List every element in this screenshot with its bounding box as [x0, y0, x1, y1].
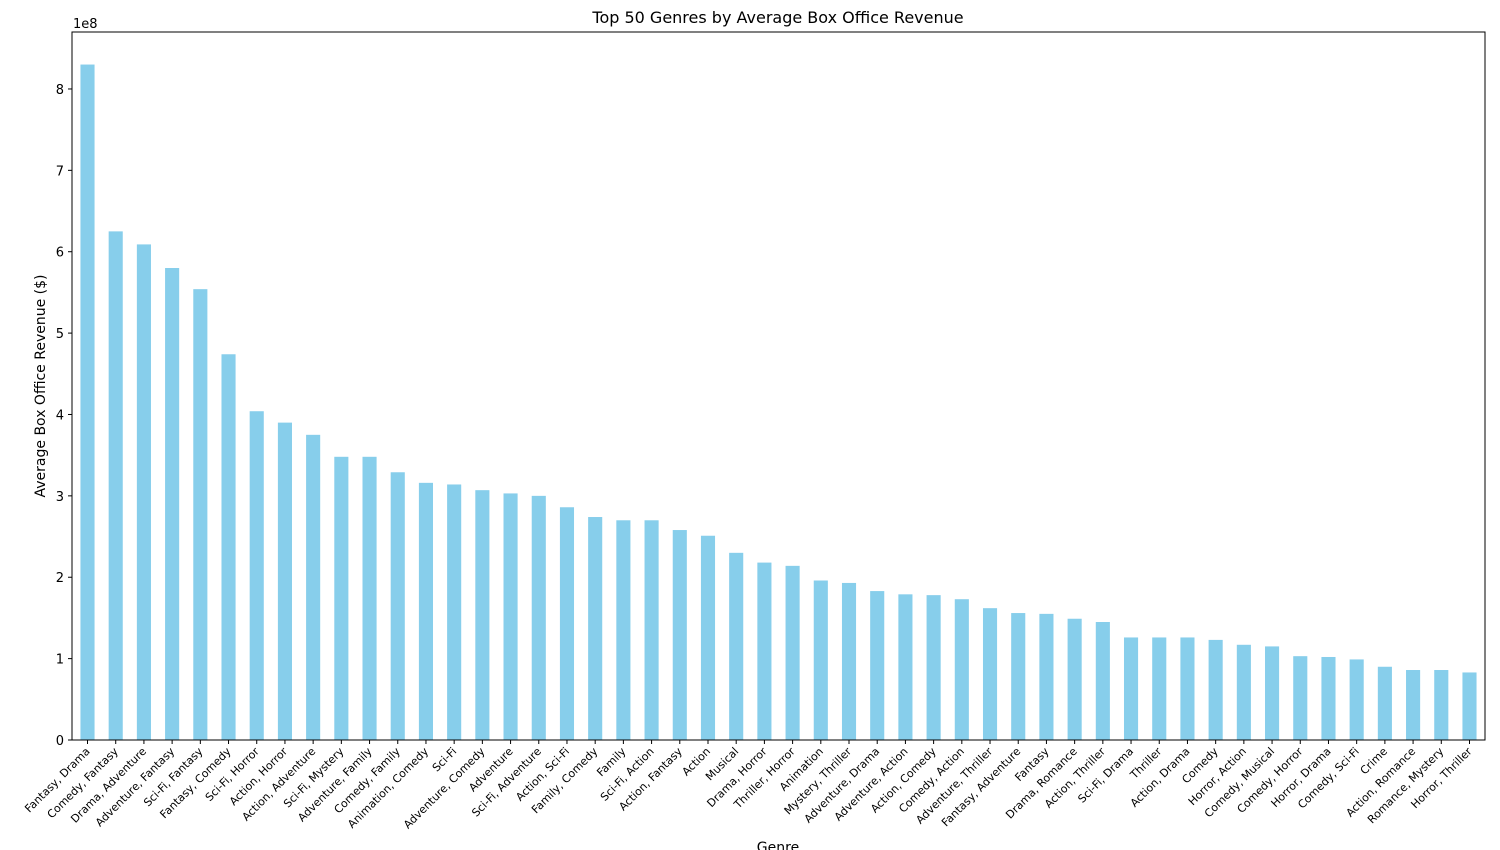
bar	[559, 507, 575, 740]
y-tick-label: 8	[56, 83, 64, 98]
y-ticks-group: 0 1 2 3 4 5 6 7 8	[56, 83, 72, 749]
bar	[1349, 659, 1364, 740]
bar	[193, 289, 208, 740]
bar	[1406, 670, 1421, 740]
bar	[954, 599, 969, 740]
y-tick-label: 7	[56, 164, 64, 179]
bar	[1236, 644, 1251, 740]
y-scale-label: 1e8	[73, 17, 98, 32]
y-tick-label: 3	[56, 490, 64, 505]
bar	[1293, 656, 1308, 740]
bar	[898, 594, 913, 740]
bar	[80, 64, 95, 741]
bar	[1321, 656, 1336, 740]
bar	[165, 268, 180, 740]
bar	[644, 520, 659, 740]
bar	[1434, 670, 1449, 740]
bar	[616, 520, 631, 740]
bar	[108, 231, 123, 740]
bar	[841, 582, 857, 740]
bar	[982, 608, 998, 740]
bars-group	[80, 64, 1477, 741]
bar	[757, 562, 772, 740]
y-tick-label: 5	[56, 327, 64, 342]
y-tick-label: 4	[56, 408, 64, 423]
bar	[1377, 666, 1392, 740]
bar	[1039, 613, 1054, 740]
bar	[1208, 639, 1223, 740]
chart-title: Top 50 Genres by Average Box Office Reve…	[591, 8, 963, 27]
bar	[221, 354, 236, 740]
y-tick-label: 1	[56, 653, 64, 668]
y-tick-label: 6	[56, 246, 64, 261]
bar	[1152, 637, 1167, 740]
bar	[1265, 646, 1280, 740]
bar	[785, 565, 800, 740]
bar	[390, 472, 405, 740]
bar	[1011, 613, 1026, 740]
bar	[277, 422, 292, 740]
bar	[1067, 618, 1082, 740]
bar	[672, 530, 687, 740]
y-tick-label: 0	[56, 734, 64, 749]
bar	[813, 580, 828, 740]
bar	[249, 411, 264, 740]
bar	[588, 517, 603, 740]
bar	[334, 456, 349, 740]
bar	[362, 456, 377, 740]
y-tick-label: 2	[56, 571, 64, 586]
bar	[870, 591, 885, 740]
bar	[926, 595, 941, 740]
bar	[729, 552, 744, 740]
bar	[700, 535, 716, 740]
bar	[1095, 622, 1110, 740]
y-axis-label: Average Box Office Revenue ($)	[33, 275, 49, 498]
bar	[475, 490, 490, 740]
bar	[447, 484, 462, 740]
bar	[503, 493, 518, 740]
bar	[418, 482, 433, 740]
bar	[1123, 637, 1139, 740]
bar	[531, 495, 546, 740]
bar	[136, 244, 151, 740]
x-axis-label: Genre	[757, 840, 799, 850]
bar	[306, 434, 321, 740]
bar	[1180, 637, 1195, 740]
bar	[1462, 672, 1477, 740]
plot-area-frame	[71, 31, 1486, 741]
